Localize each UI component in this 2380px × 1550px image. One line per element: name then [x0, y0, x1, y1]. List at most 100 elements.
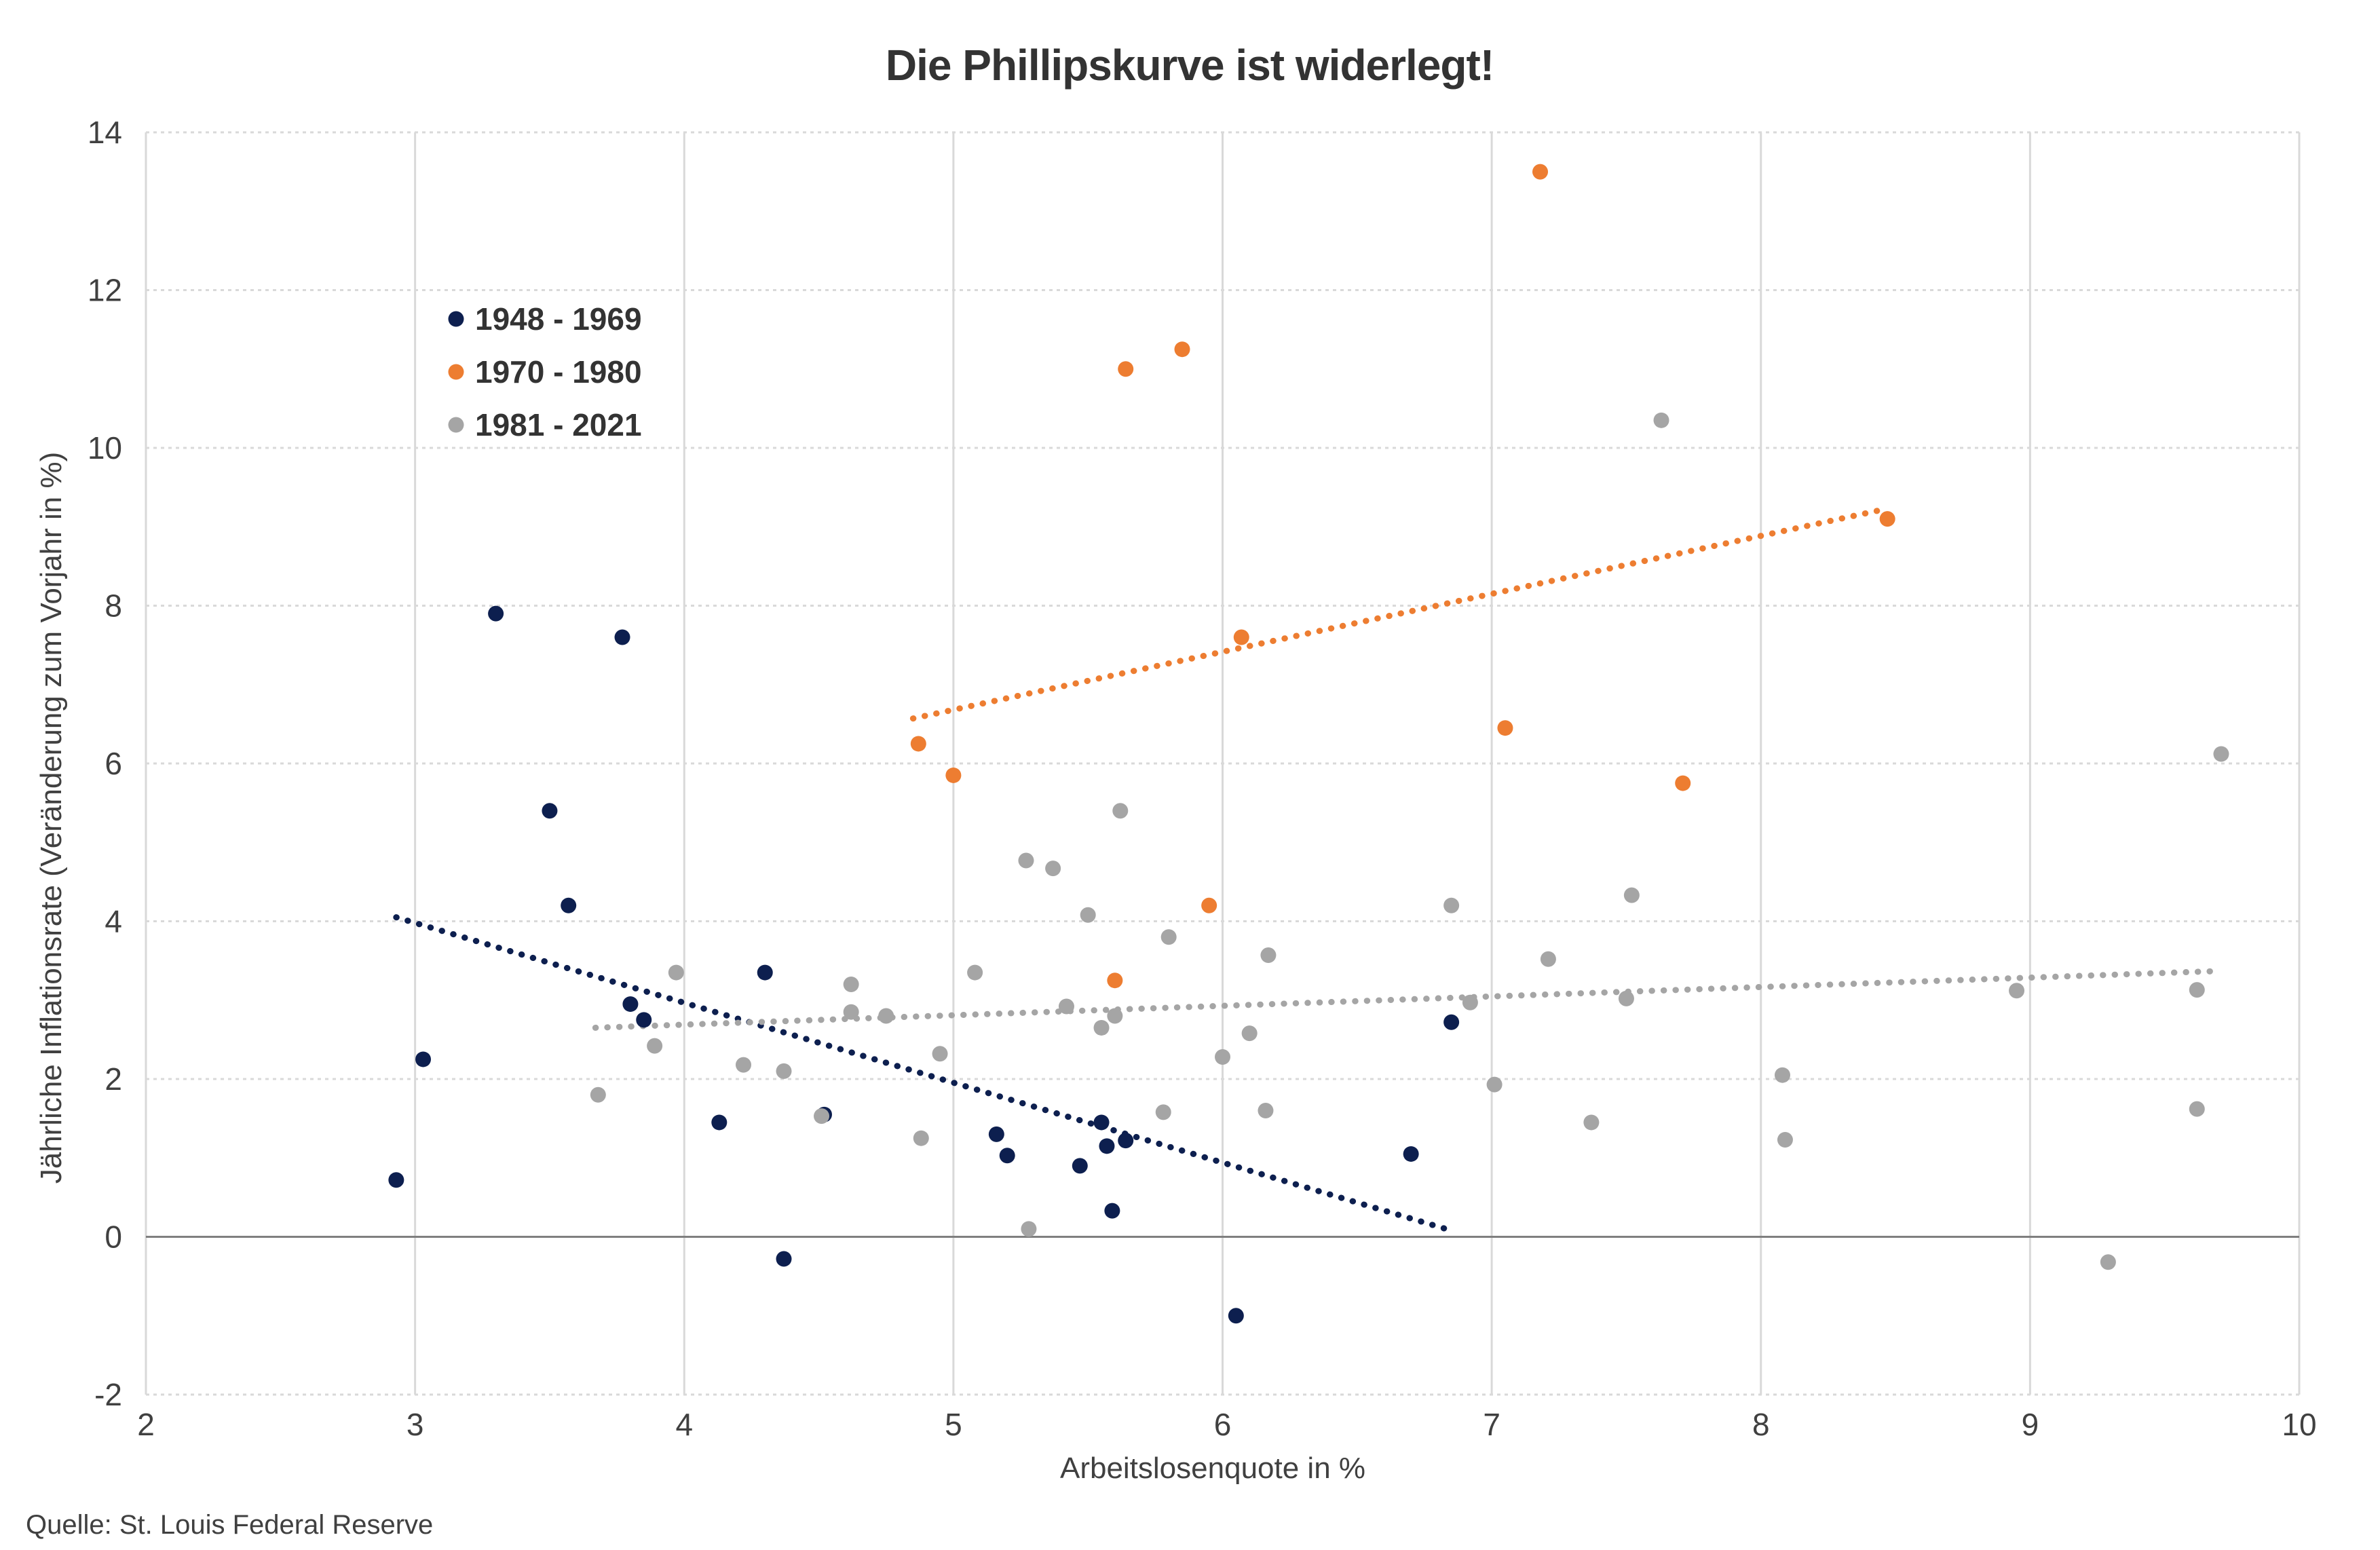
x-tick-label: 4	[675, 1407, 693, 1442]
y-tick-label: -2	[94, 1377, 122, 1412]
data-point-series-1	[1228, 1308, 1244, 1324]
legend-label-series-2: 1970 - 1980	[475, 354, 642, 390]
x-tick-label: 5	[945, 1407, 962, 1442]
data-point-series-3	[1258, 1103, 1274, 1118]
data-point-series-1	[757, 964, 773, 981]
legend-label-series-1: 1948 - 1969	[475, 301, 642, 337]
data-point-series-3	[814, 1108, 830, 1124]
data-point-series-3	[647, 1038, 663, 1054]
data-point-series-3	[1058, 998, 1074, 1015]
trend-lines	[393, 506, 2225, 1232]
data-point-series-2	[1118, 361, 1134, 377]
y-tick-label: 4	[105, 904, 122, 939]
data-point-series-3	[1777, 1132, 1793, 1148]
data-point-series-3	[736, 1057, 752, 1073]
data-point-series-3	[1112, 803, 1129, 819]
data-point-series-3	[1241, 1025, 1258, 1042]
data-point-series-3	[1623, 887, 1640, 903]
data-point-series-3	[668, 964, 684, 981]
data-point-series-3	[1045, 861, 1061, 877]
data-point-series-1	[622, 996, 639, 1013]
data-point-series-1	[1093, 1114, 1110, 1131]
data-point-series-1	[988, 1126, 1004, 1142]
data-point-series-3	[2100, 1254, 2116, 1270]
trend-line-series-1	[393, 914, 1450, 1232]
legend: 1948 - 1969 1970 - 1980 1981 - 2021	[448, 301, 642, 442]
x-tick-label: 7	[1483, 1407, 1500, 1442]
y-tick-label: 2	[105, 1061, 122, 1097]
data-point-series-3	[2189, 982, 2205, 998]
data-point-series-3	[1260, 947, 1277, 963]
data-point-series-2	[945, 767, 962, 783]
trend-line-series-2	[909, 506, 1891, 722]
grid-lines	[145, 131, 2301, 1396]
x-axis-label: Arbeitslosenquote in %	[1060, 1452, 1365, 1485]
data-point-series-3	[1018, 852, 1034, 869]
legend-label-series-3: 1981 - 2021	[475, 407, 642, 442]
y-tick-label: 10	[88, 430, 122, 466]
data-point-series-3	[1215, 1048, 1230, 1065]
data-point-series-3	[590, 1086, 606, 1103]
legend-marker-series-2	[448, 364, 464, 380]
data-point-series-1	[636, 1012, 652, 1028]
y-axis-label: Jährliche Inflationsrate (Veränderung zu…	[35, 452, 68, 1184]
data-point-series-3	[967, 964, 983, 981]
data-point-series-3	[1021, 1221, 1037, 1237]
data-point-series-3	[1080, 907, 1096, 923]
data-point-series-1	[1099, 1138, 1115, 1154]
data-point-series-1	[1443, 1014, 1460, 1030]
x-tick-label: 9	[2022, 1407, 2039, 1442]
x-tick-label: 6	[1214, 1407, 1232, 1442]
data-point-series-3	[1653, 412, 1669, 428]
data-point-series-3	[1443, 897, 1460, 913]
data-point-series-1	[388, 1172, 404, 1188]
y-tick-label: 14	[88, 115, 122, 150]
data-point-series-3	[1160, 929, 1177, 945]
source-note: Quelle: St. Louis Federal Reserve	[26, 1510, 433, 1540]
data-point-series-3	[843, 1004, 859, 1020]
data-point-series-1	[776, 1251, 792, 1267]
data-point-series-3	[2189, 1101, 2205, 1117]
data-point-series-1	[1118, 1133, 1134, 1149]
y-tick-label: 12	[88, 273, 122, 308]
data-point-series-3	[1107, 1008, 1123, 1024]
legend-marker-series-3	[448, 417, 464, 433]
y-tick-label: 8	[105, 588, 122, 624]
y-tick-label: 6	[105, 746, 122, 781]
data-point-series-3	[843, 977, 859, 992]
data-point-series-1	[415, 1051, 432, 1067]
data-point-series-2	[1675, 775, 1691, 791]
data-point-series-2	[1174, 341, 1190, 358]
data-point-series-1	[1104, 1203, 1120, 1219]
axes: 2 3 4 5 6 7 8 9 10 -2 0 2 4 6 8 10 12 14	[88, 115, 2317, 1442]
x-tick-label: 8	[1752, 1407, 1770, 1442]
data-point-series-3	[1618, 990, 1634, 1006]
data-point-series-2	[1233, 629, 1249, 645]
data-point-series-3	[1540, 951, 1556, 967]
data-point-series-1	[1072, 1158, 1088, 1174]
data-point-series-1	[1403, 1146, 1419, 1162]
trend-line-series-3	[592, 968, 2225, 1031]
data-point-series-1	[542, 803, 558, 819]
data-points	[388, 164, 2229, 1324]
data-point-series-2	[910, 736, 926, 752]
chart-title: Die Phillipskurve ist widerlegt!	[886, 41, 1494, 90]
data-point-series-3	[1093, 1019, 1110, 1036]
data-point-series-3	[2009, 983, 2025, 999]
data-point-series-2	[1107, 972, 1123, 989]
data-point-series-1	[488, 605, 504, 622]
legend-marker-series-1	[448, 311, 464, 327]
data-point-series-2	[1532, 164, 1549, 180]
data-point-series-2	[1201, 897, 1217, 913]
data-point-series-3	[932, 1046, 948, 1062]
data-point-series-3	[1155, 1104, 1171, 1120]
data-point-series-3	[1462, 994, 1478, 1010]
x-tick-label: 3	[407, 1407, 424, 1442]
data-point-series-3	[1486, 1076, 1503, 1093]
data-point-series-3	[913, 1130, 929, 1146]
x-tick-label: 10	[2282, 1407, 2316, 1442]
data-point-series-1	[614, 629, 630, 645]
data-point-series-3	[2213, 746, 2229, 762]
data-point-series-3	[776, 1063, 792, 1079]
data-point-series-1	[999, 1148, 1015, 1164]
